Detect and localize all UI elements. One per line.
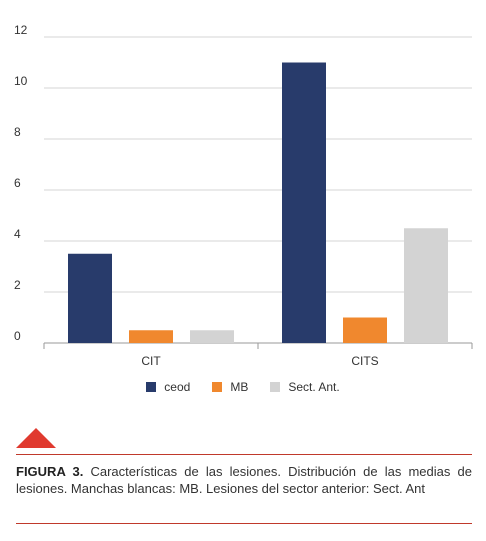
legend-swatch-sect-ant (270, 382, 281, 392)
bar-mb-cit (129, 330, 173, 343)
x-tick-label-cits: CITS (351, 354, 378, 368)
caption-top-rule (16, 454, 472, 455)
y-axis-ticks: 0 2 4 6 8 10 12 (14, 23, 28, 343)
x-tick-label-cit: CIT (141, 354, 161, 368)
y-tick-label: 0 (14, 329, 21, 343)
legend-label-mb: MB (230, 380, 249, 394)
y-tick-label: 10 (14, 74, 28, 88)
bar-sect-ant-cit (190, 330, 234, 343)
legend-item-ceod: ceod (146, 380, 190, 394)
grid-lines (44, 36, 472, 344)
legend-swatch-mb (212, 382, 223, 392)
bar-mb-cits (343, 317, 387, 343)
y-tick-label: 2 (14, 278, 21, 292)
legend-label-ceod: ceod (164, 380, 191, 394)
bar-ceod-cit (68, 253, 112, 343)
legend-item-mb: MB (212, 380, 248, 394)
figure-label: FIGURA 3. (16, 464, 84, 479)
bars (68, 62, 448, 343)
y-tick-label: 4 (14, 227, 21, 241)
bar-chart: 0 2 4 6 8 10 12 CIT CITS (14, 23, 473, 368)
y-tick-label: 8 (14, 125, 21, 139)
figure-caption: FIGURA 3. Características de las lesione… (16, 463, 472, 497)
bar-sect-ant-cits (404, 228, 448, 343)
legend-label-sect-ant: Sect. Ant. (288, 380, 340, 394)
legend: ceod MB Sect. Ant. (0, 380, 486, 394)
y-tick-label: 12 (14, 23, 28, 37)
bar-ceod-cits (282, 62, 326, 343)
triangle-icon (16, 428, 56, 448)
y-tick-label: 6 (14, 176, 21, 190)
legend-swatch-ceod (146, 382, 157, 392)
x-axis-ticks: CIT CITS (43, 343, 473, 368)
legend-item-sect-ant: Sect. Ant. (270, 380, 340, 394)
caption-bottom-rule (16, 523, 472, 524)
figure-caption-text: Características de las lesiones. Distrib… (16, 464, 472, 496)
